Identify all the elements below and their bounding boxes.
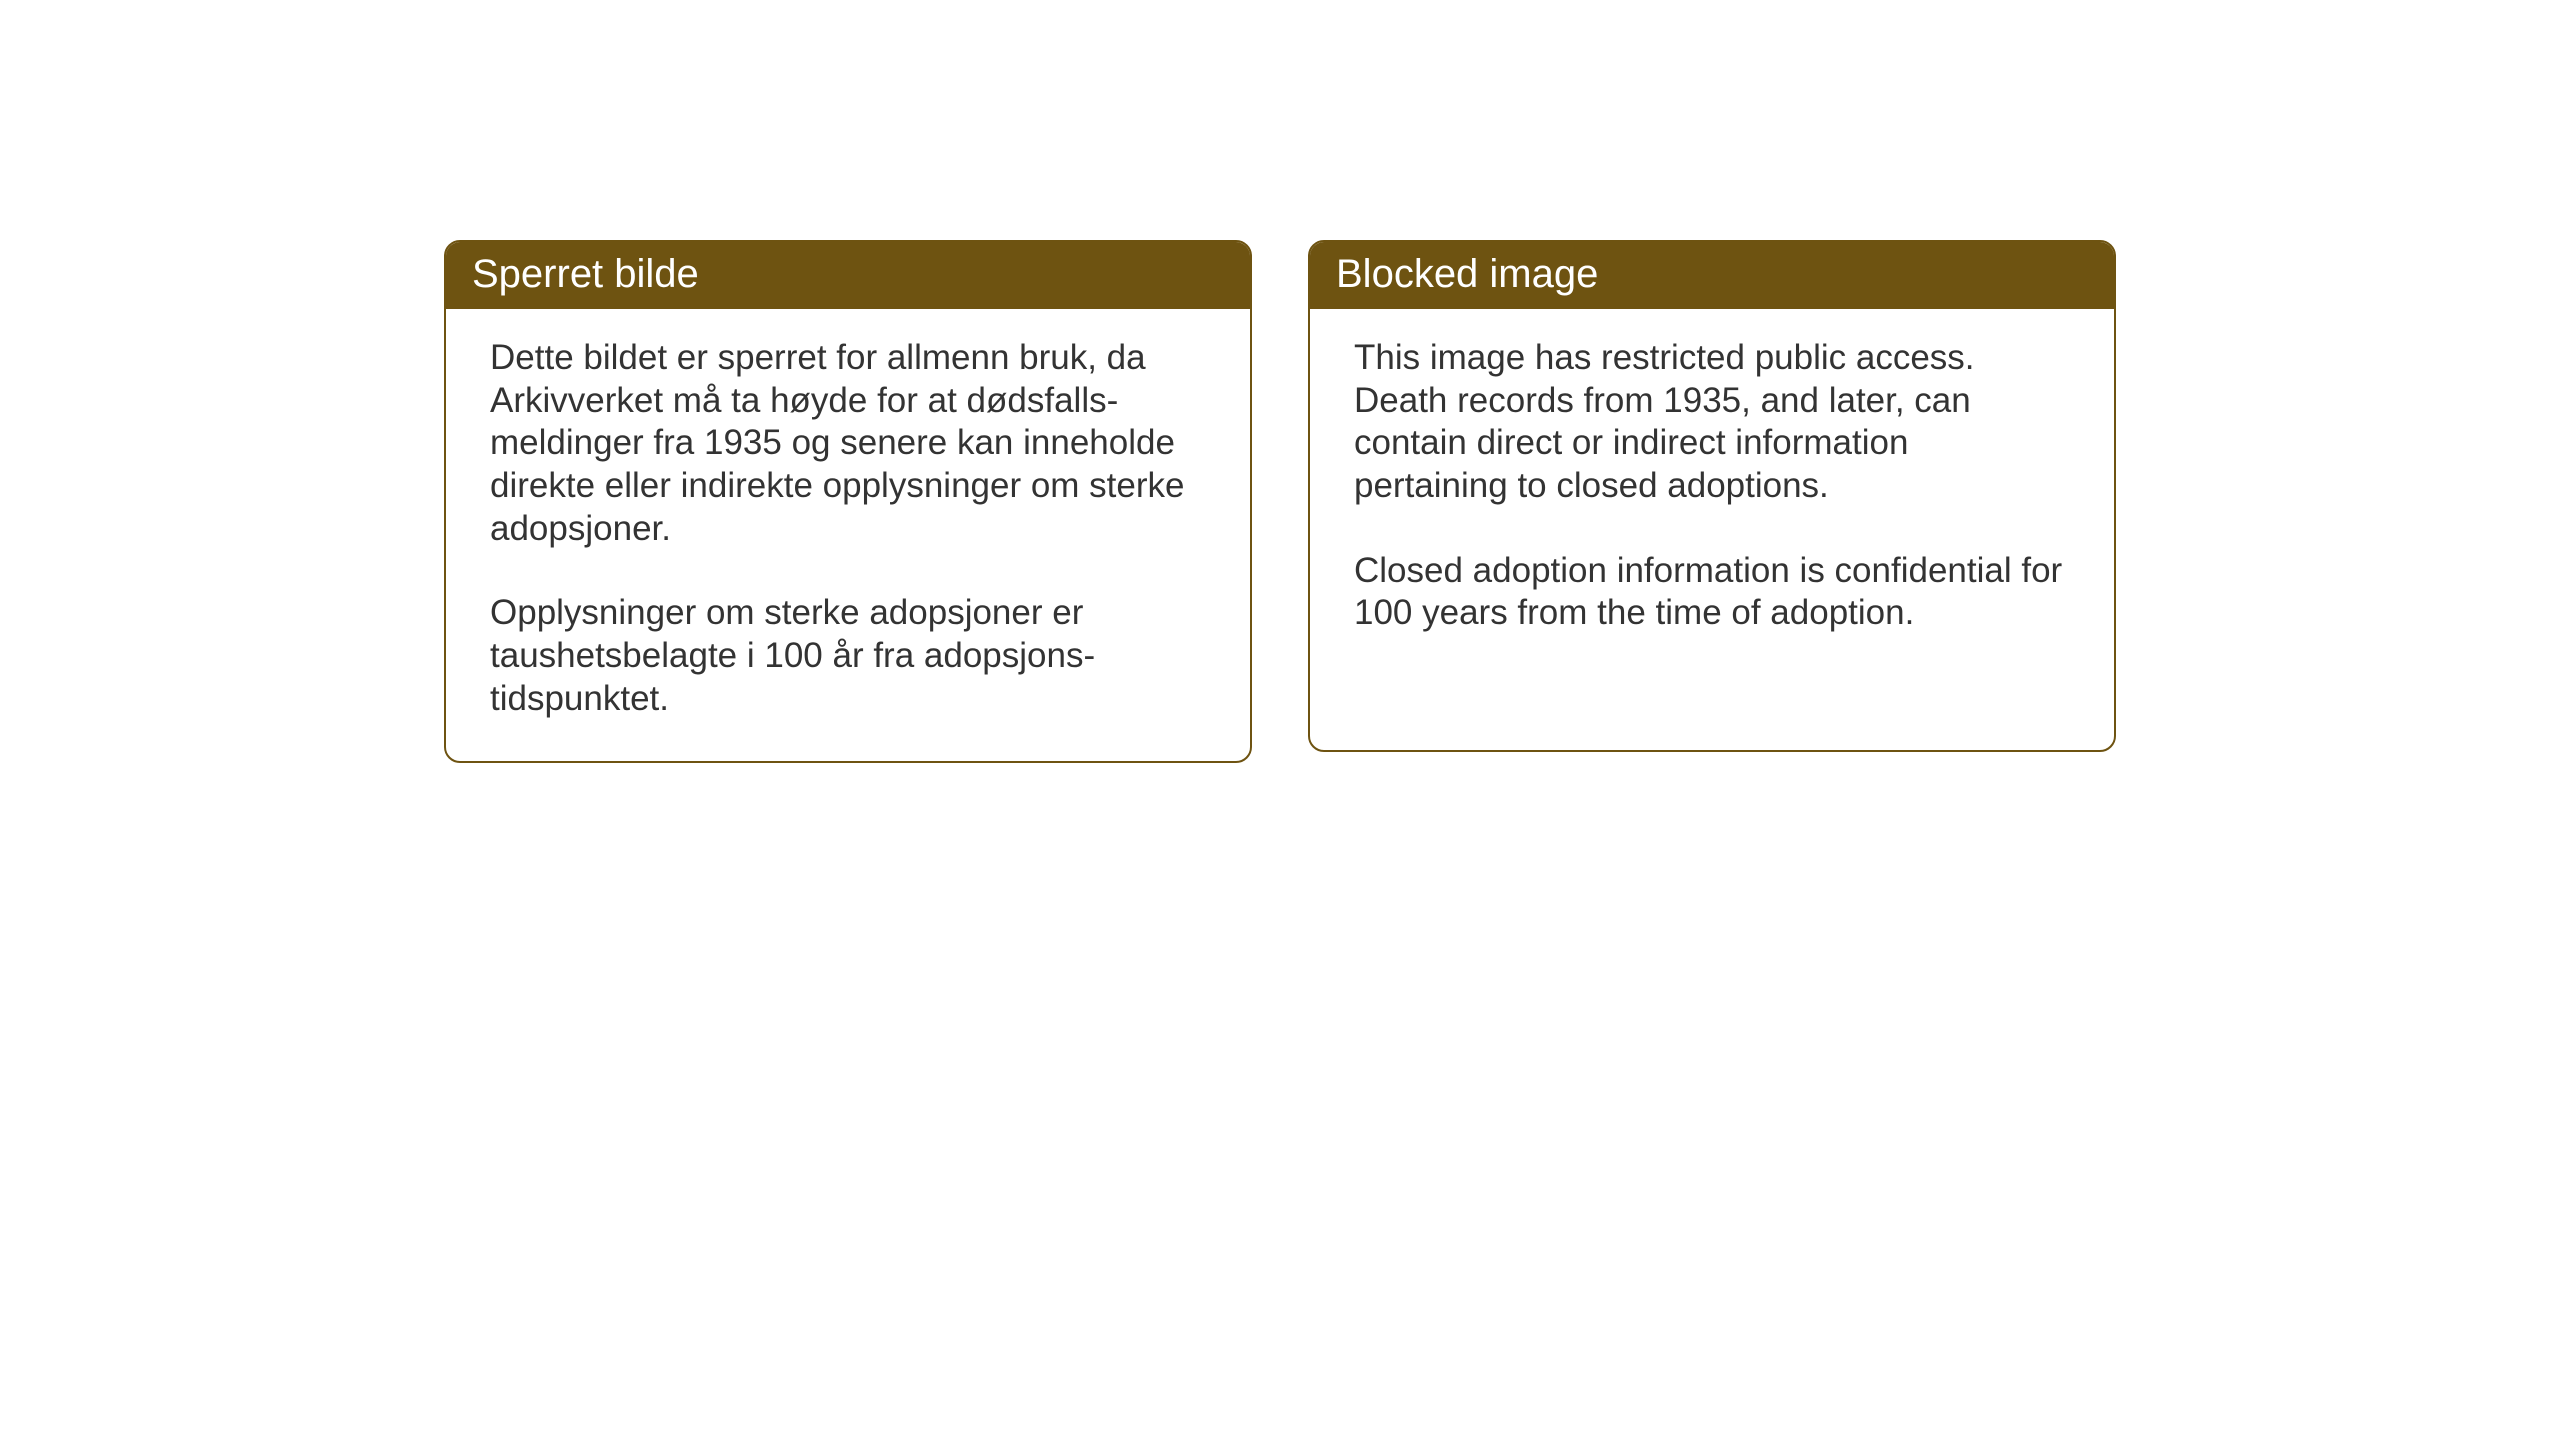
card-title-english: Blocked image — [1336, 252, 1598, 296]
card-paragraph: Closed adoption information is confident… — [1354, 550, 2070, 635]
notice-card-english: Blocked image This image has restricted … — [1308, 240, 2116, 752]
notice-card-norwegian: Sperret bilde Dette bildet er sperret fo… — [444, 240, 1252, 763]
card-title-norwegian: Sperret bilde — [472, 252, 699, 296]
card-header-english: Blocked image — [1310, 242, 2114, 309]
card-header-norwegian: Sperret bilde — [446, 242, 1250, 309]
card-body-norwegian: Dette bildet er sperret for allmenn bruk… — [446, 309, 1250, 761]
card-body-english: This image has restricted public access.… — [1310, 309, 2114, 675]
card-paragraph: Dette bildet er sperret for allmenn bruk… — [490, 337, 1206, 550]
card-paragraph: Opplysninger om sterke adopsjoner er tau… — [490, 592, 1206, 720]
notice-container: Sperret bilde Dette bildet er sperret fo… — [444, 240, 2116, 763]
card-paragraph: This image has restricted public access.… — [1354, 337, 2070, 508]
